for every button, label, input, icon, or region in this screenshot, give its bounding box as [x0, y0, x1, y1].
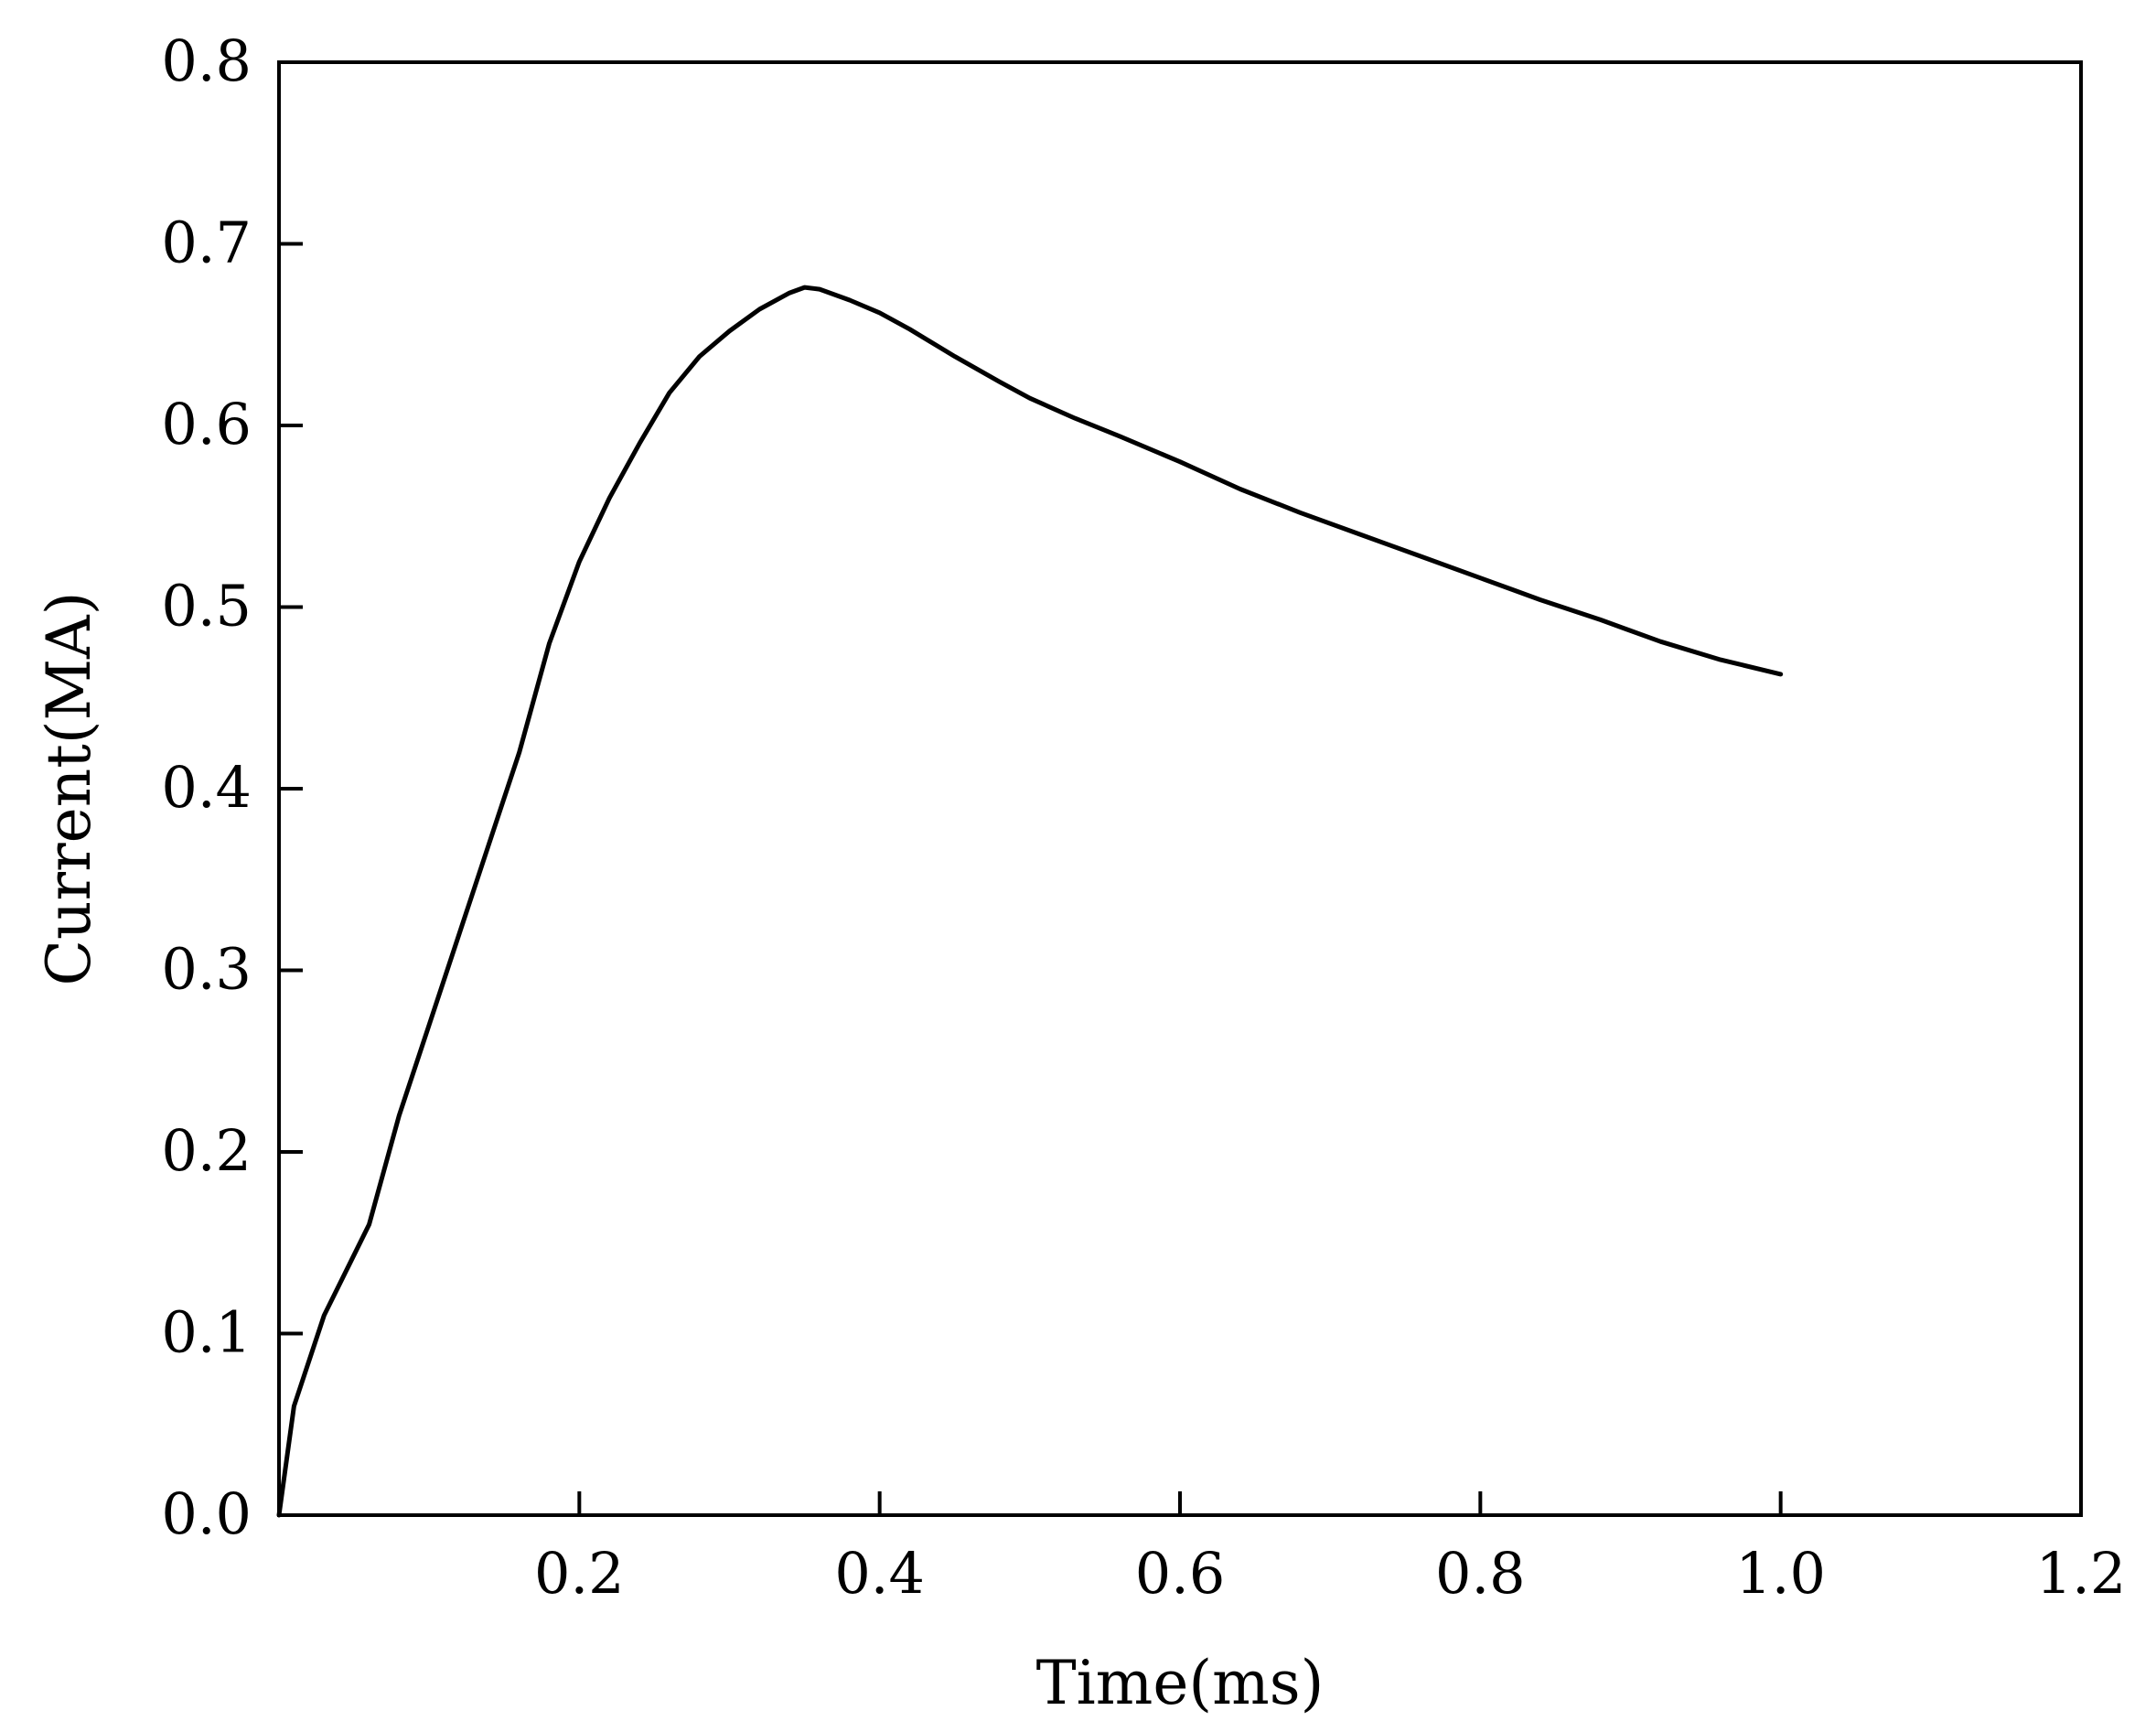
y-tick-label: 0.6: [161, 391, 252, 457]
series-layer: [276, 285, 1784, 1518]
y-axis-label: Current(MA): [34, 592, 104, 986]
x-axis-label: Time(ms): [1036, 1648, 1325, 1718]
plot-frame: [277, 60, 2083, 1517]
y-tick-label: 0.1: [161, 1299, 252, 1366]
x-tick-label: 0.2: [534, 1540, 625, 1607]
y-axis-ticks: 0.0 0.1 0.2 0.3 0.4 0.5 0.6 0.7 0.8: [161, 27, 303, 1547]
y-tick-label: 0.2: [161, 1117, 252, 1184]
series-line: [276, 285, 1784, 1518]
y-tick-label: 0.4: [161, 754, 252, 821]
x-tick-label: 0.4: [834, 1540, 925, 1607]
x-tick-label: 0.8: [1435, 1540, 1526, 1607]
y-tick-label: 0.3: [161, 936, 252, 1003]
y-tick-label: 0.0: [161, 1480, 252, 1547]
y-tick-label: 0.8: [161, 27, 252, 94]
x-tick-label: 1.2: [2036, 1540, 2127, 1607]
y-tick-label: 0.5: [161, 573, 252, 640]
y-tick-label: 0.7: [161, 210, 252, 276]
x-axis-ticks: 0.2 0.4 0.6 0.8 1.0 1.2: [534, 1491, 2126, 1607]
x-tick-label: 0.6: [1135, 1540, 1226, 1607]
x-tick-label: 1.0: [1735, 1540, 1826, 1607]
